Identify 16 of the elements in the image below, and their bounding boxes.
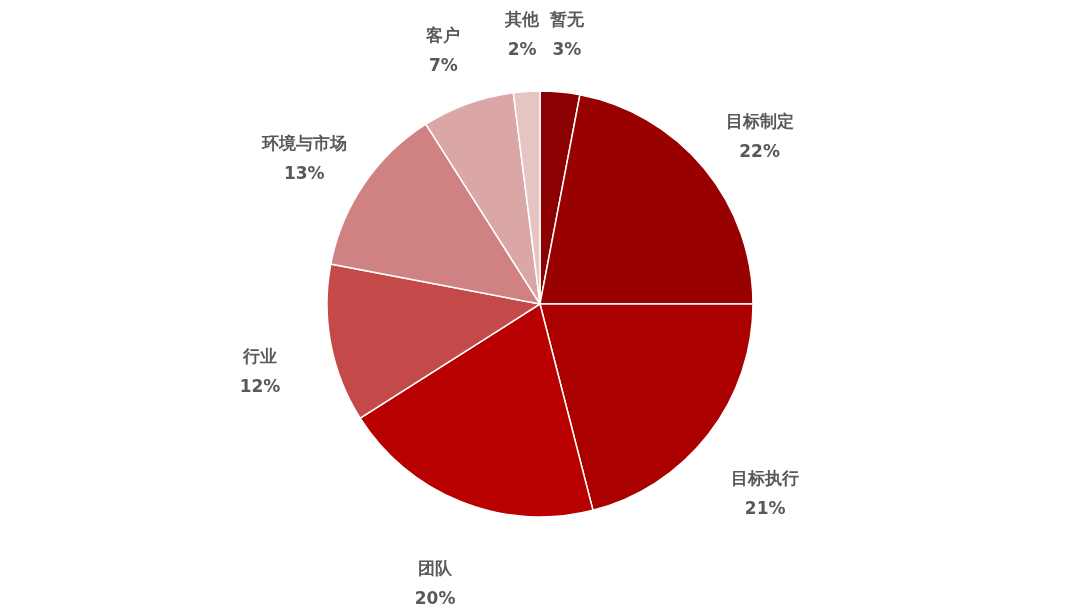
slice-label: 行业 <box>242 346 278 367</box>
data-label: 2% <box>507 38 537 59</box>
slice-label: 环境与市场 <box>260 132 347 153</box>
data-label: 7% <box>429 54 458 75</box>
slice-label: 其他 <box>504 8 541 29</box>
data-label: 22% <box>739 141 780 162</box>
data-label: 21% <box>744 497 786 518</box>
slice-label: 暂无 <box>548 9 585 30</box>
slice-label: 团队 <box>418 557 454 578</box>
slice-label: 目标制定 <box>725 111 794 132</box>
slice-label: 客户 <box>425 24 461 45</box>
slice-label: 目标执行 <box>731 467 800 488</box>
data-label: 3% <box>552 39 582 60</box>
data-label: 13% <box>283 162 325 183</box>
data-label: 20% <box>414 587 456 608</box>
data-label: 12% <box>239 376 281 397</box>
